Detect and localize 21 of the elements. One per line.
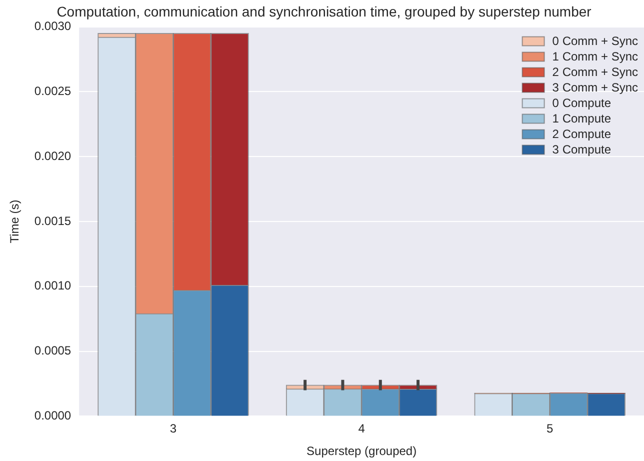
- y-tick-label: 0.0000: [34, 408, 72, 423]
- legend-label: 2 Compute: [552, 127, 612, 142]
- legend-label: 1 Compute: [552, 112, 612, 126]
- x-tick-label: 4: [358, 422, 366, 436]
- legend-label: 2 Comm + Sync: [552, 65, 638, 80]
- y-tick-label: 0.0030: [34, 19, 72, 34]
- legend-label: 0 Compute: [552, 96, 612, 110]
- y-axis-title: Time (s): [8, 200, 22, 244]
- x-tick-label: 5: [546, 422, 554, 436]
- chart-title: Computation, communication and synchronisation time, grouped by superstep number: [56, 3, 592, 20]
- legend-label: 0 Comm + Sync: [552, 34, 638, 48]
- y-tick-label: 0.0005: [34, 344, 72, 358]
- y-tick-label: 0.0010: [34, 278, 72, 293]
- y-tick-label: 0.0015: [34, 214, 72, 228]
- y-tick-label: 0.0020: [34, 148, 72, 163]
- legend-label: 1 Comm + Sync: [552, 50, 638, 64]
- legend-label: 3 Compute: [552, 142, 612, 157]
- x-tick-label: 3: [170, 422, 177, 436]
- y-tick-label: 0.0025: [34, 84, 72, 98]
- x-axis-title: Superstep (grouped): [306, 444, 417, 458]
- legend-label: 3 Comm + Sync: [552, 80, 638, 95]
